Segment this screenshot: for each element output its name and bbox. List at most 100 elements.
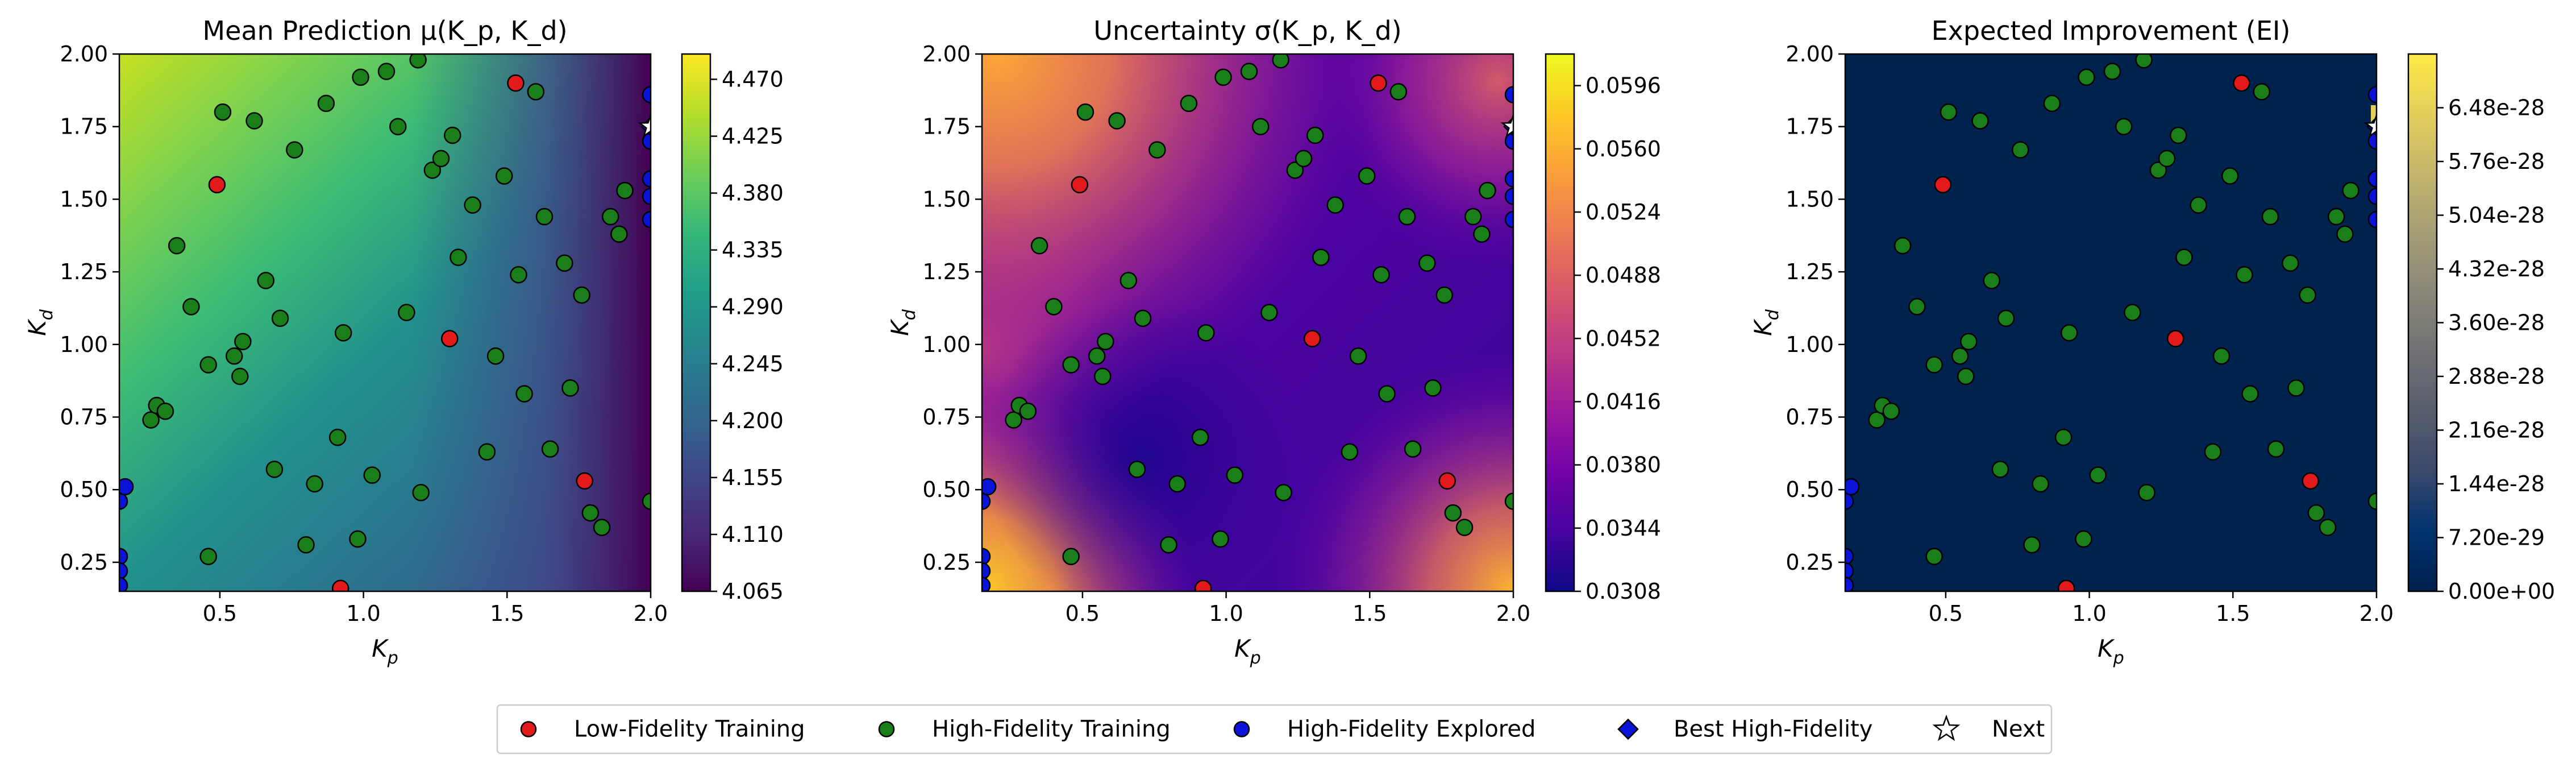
high-fidelity-point (593, 519, 611, 536)
high-fidelity-point (2158, 150, 2176, 168)
high-fidelity-point (199, 548, 217, 565)
high-fidelity-point (328, 429, 347, 446)
high-fidelity-point (2124, 304, 2141, 321)
high-fidelity-explored-point (642, 210, 651, 229)
high-fidelity-point (2287, 379, 2305, 397)
high-fidelity-point (1960, 333, 1978, 350)
legend-label: High-Fidelity Training (932, 716, 1171, 743)
high-fidelity-explored-point (119, 492, 128, 510)
high-fidelity-explored-point (1504, 170, 1513, 188)
colorbar-tick-label: 0.0344 (1585, 516, 1661, 541)
y-tick-label: 1.75 (1786, 114, 1834, 139)
colorbar-tick-label: 4.380 (722, 181, 784, 206)
high-fidelity-point (1019, 403, 1037, 420)
high-fidelity-point (510, 266, 527, 284)
high-fidelity-point (527, 83, 545, 101)
low-fidelity-point (2233, 74, 2250, 92)
chart-title: Uncertainty σ(K_p, K_d) (1093, 15, 1401, 46)
colorbar-tick-label: 5.04e-28 (2448, 203, 2545, 228)
x-axis-label: Kp (372, 635, 398, 668)
high-fidelity-point (363, 466, 381, 484)
high-fidelity-point (2170, 126, 2187, 144)
high-fidelity-point (286, 141, 303, 159)
high-fidelity-explored-point (119, 577, 128, 591)
high-fidelity-explored-point (119, 548, 128, 565)
low-fidelity-point (1934, 176, 1952, 194)
high-fidelity-point (541, 440, 559, 458)
high-fidelity-point (581, 504, 600, 522)
low-fidelity-point (1438, 472, 1456, 490)
high-fidelity-point (1275, 484, 1292, 501)
y-tick-label: 1.00 (60, 332, 108, 357)
legend-item: High-Fidelity Training (878, 716, 1171, 743)
x-tick-label: 0.5 (203, 601, 237, 626)
high-fidelity-point (377, 63, 396, 80)
high-fidelity-point (1908, 298, 1926, 316)
low-fidelity-point (208, 176, 226, 194)
y-tick-label: 0.25 (60, 550, 108, 575)
high-fidelity-point (1882, 403, 1900, 420)
legend-item: Low-Fidelity Training (520, 716, 805, 743)
low-fidelity-point (2302, 472, 2320, 490)
x-tick-label: 2.0 (1496, 601, 1530, 626)
high-fidelity-point (1479, 181, 1496, 200)
colorbar-tick-label: 4.155 (722, 465, 784, 490)
high-fidelity-explored-point (2367, 188, 2377, 205)
high-fidelity-point (1312, 248, 1330, 266)
high-fidelity-point (1504, 492, 1513, 510)
high-fidelity-point (1212, 530, 1229, 548)
y-tick-label: 1.25 (60, 259, 108, 284)
legend-marker (1932, 714, 1961, 741)
high-fidelity-point (432, 150, 450, 168)
heatmap-base (1845, 54, 2377, 591)
high-fidelity-point (1378, 385, 1396, 403)
colorbar-tick-label: 6.48e-28 (2448, 96, 2545, 121)
colorbar-tick-label: 0.0452 (1585, 326, 1661, 351)
high-fidelity-point (1997, 309, 2015, 327)
high-fidelity-point (1951, 347, 1969, 365)
high-fidelity-point (1404, 440, 1422, 458)
colorbar-tick-label: 4.335 (722, 238, 784, 263)
high-fidelity-point (1957, 367, 1975, 385)
high-fidelity-point (2023, 536, 2041, 554)
high-fidelity-explored-point (1845, 548, 1854, 565)
high-fidelity-point (1214, 68, 1232, 86)
high-fidelity-point (1349, 347, 1367, 365)
high-fidelity-point (2342, 181, 2359, 200)
colorbar-tick-label: 5.76e-28 (2448, 149, 2545, 174)
high-fidelity-point (1097, 333, 1114, 350)
high-fidelity-explored-point (1845, 492, 1854, 510)
high-fidelity-point (1389, 83, 1408, 101)
high-fidelity-point (2236, 266, 2253, 284)
y-axis-label: Kd (23, 309, 57, 336)
low-fidelity-point (1071, 176, 1089, 194)
high-fidelity-point (2190, 196, 2207, 214)
high-fidelity-point (1088, 347, 1106, 365)
x-tick-label: 1.5 (490, 601, 524, 626)
y-axis-label: Kd (886, 309, 919, 336)
low-fidelity-point (1194, 579, 1212, 591)
high-fidelity-point (1398, 208, 1416, 226)
high-fidelity-point (450, 248, 467, 266)
high-fidelity-point (2253, 83, 2271, 101)
high-fidelity-point (2267, 440, 2285, 458)
high-fidelity-point (2327, 208, 2345, 226)
high-fidelity-point (610, 225, 628, 243)
colorbar-gradient (2407, 53, 2438, 592)
next-marker (638, 113, 651, 138)
legend-item: High-Fidelity Explored (1233, 716, 1535, 743)
y-tick-label: 0.75 (1786, 405, 1834, 430)
high-fidelity-point (495, 167, 513, 185)
panel-1: 0.5 1.0 1.5 2.0 0.25 0.50 0.75 1.00 1.25 1.50 1.75… (23, 15, 784, 668)
high-fidelity-point (271, 309, 289, 327)
high-fidelity-explored-point (1504, 210, 1513, 229)
high-fidelity-point (1168, 475, 1186, 493)
y-tick-label: 0.50 (922, 477, 971, 502)
panel-2: 0.5 1.0 1.5 2.0 0.25 0.50 0.75 1.00 1.25 1.50 1.75… (886, 15, 1661, 668)
legend-label: High-Fidelity Explored (1287, 716, 1535, 743)
low-fidelity-point (331, 579, 349, 591)
high-fidelity-point (1893, 237, 1912, 255)
y-tick-label: 0.75 (60, 405, 108, 430)
colorbar-tick-label: 0.0308 (1585, 579, 1661, 604)
high-fidelity-point (535, 208, 554, 226)
